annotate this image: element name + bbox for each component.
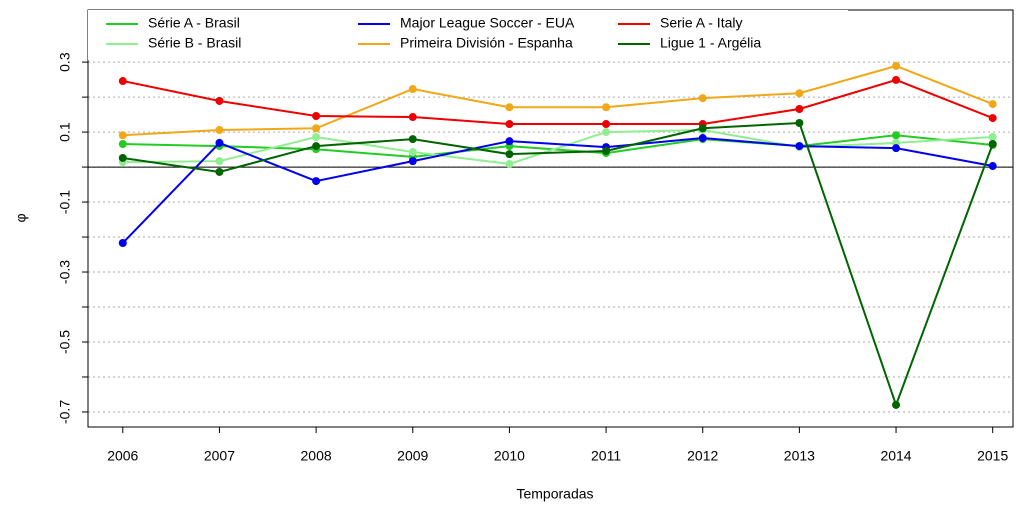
data-point — [988, 162, 997, 171]
data-point — [795, 142, 804, 151]
series-line — [122, 137, 993, 244]
series-line — [122, 121, 994, 408]
legend-label: Série A - Brasil — [148, 15, 240, 31]
data-point — [215, 157, 224, 166]
data-point — [602, 120, 611, 129]
data-point — [118, 238, 127, 247]
y-tick-label: -0.5 — [57, 330, 73, 354]
data-point — [408, 148, 417, 157]
y-tick-label: -0.7 — [57, 400, 73, 424]
data-point — [118, 153, 127, 162]
data-point — [408, 113, 417, 122]
data-point — [505, 103, 514, 112]
y-tick-label: 0.1 — [57, 122, 73, 142]
y-tick-label: -0.3 — [57, 260, 73, 284]
x-tick-label: 2008 — [301, 448, 332, 464]
x-tick-label: 2010 — [494, 448, 525, 464]
data-point — [698, 134, 707, 143]
data-point — [505, 120, 514, 129]
series-line — [122, 128, 993, 165]
x-tick-label: 2015 — [977, 448, 1008, 464]
legend-label: Ligue 1 - Argélia — [660, 35, 761, 51]
data-point — [118, 77, 127, 86]
data-point — [312, 124, 321, 133]
data-point — [988, 139, 997, 148]
legend: Série A - Brasil Série B - Brasil Major Le… — [88, 10, 848, 60]
data-point — [408, 157, 417, 166]
data-point — [602, 146, 611, 155]
series-line — [122, 134, 993, 158]
data-point — [118, 131, 127, 140]
data-point — [312, 177, 321, 186]
series-line — [122, 78, 994, 126]
data-point — [988, 114, 997, 123]
x-axis-label: Temporadas — [516, 486, 593, 502]
data-point — [118, 139, 127, 148]
data-point — [602, 103, 611, 112]
legend-box — [88, 10, 848, 60]
x-tick-label: 2007 — [204, 448, 235, 464]
series-line — [122, 64, 994, 137]
data-point — [892, 61, 901, 70]
data-point — [215, 167, 224, 176]
data-point — [312, 142, 321, 151]
data-point — [988, 132, 997, 141]
data-point — [892, 75, 901, 84]
data-point — [312, 132, 321, 141]
legend-label: Major League Soccer - EUA — [400, 15, 575, 31]
x-tick-label: 2009 — [397, 448, 428, 464]
data-point — [988, 100, 997, 109]
x-tick-label: 2013 — [784, 448, 815, 464]
data-point — [698, 94, 707, 103]
legend-label: Primeira División - Espanha — [400, 35, 573, 51]
data-point — [795, 89, 804, 98]
data-point — [698, 124, 707, 133]
data-point — [505, 159, 514, 168]
x-tick-label: 2011 — [591, 448, 621, 464]
data-point — [408, 135, 417, 144]
x-tick-label: 2014 — [880, 448, 911, 464]
x-tick-label: 2012 — [687, 448, 718, 464]
y-tick-label: 0.3 — [57, 52, 73, 72]
data-point — [408, 85, 417, 94]
legend-label: Série B - Brasil — [148, 35, 241, 51]
data-point — [795, 118, 804, 127]
data-point — [215, 96, 224, 105]
data-point — [602, 128, 611, 137]
legend-label: Serie A - Italy — [660, 15, 742, 31]
data-point — [215, 125, 224, 134]
data-point — [312, 111, 321, 120]
y-axis-label: φ — [13, 213, 29, 222]
data-point — [505, 150, 514, 159]
data-point — [892, 144, 901, 153]
data-point — [892, 400, 901, 409]
data-point — [505, 137, 514, 146]
data-point — [215, 138, 224, 147]
data-point — [892, 131, 901, 140]
data-point — [795, 105, 804, 114]
x-tick-label: 2006 — [107, 448, 138, 464]
y-tick-label: -0.1 — [57, 190, 73, 214]
